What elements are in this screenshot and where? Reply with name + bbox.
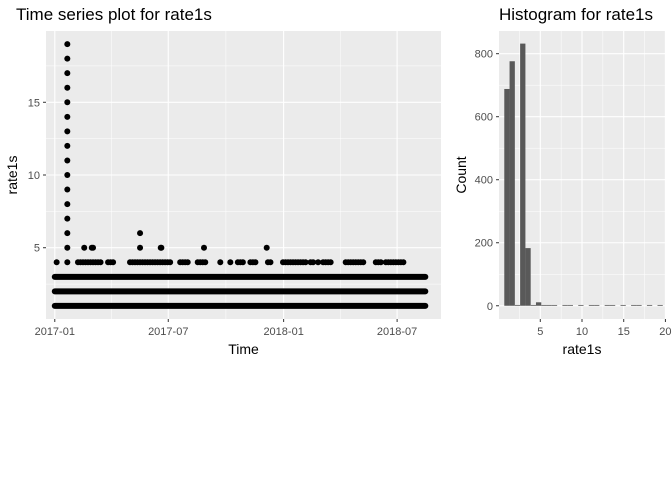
time-series-points <box>53 41 407 266</box>
x-tick-label: 5 <box>537 326 543 338</box>
data-point <box>64 128 71 135</box>
histogram-bar <box>514 304 521 306</box>
data-point <box>202 259 209 266</box>
data-point <box>377 259 384 266</box>
time-series-dense-bands <box>51 273 429 309</box>
histogram-bar <box>636 304 642 306</box>
histogram-bar <box>562 304 568 306</box>
data-point <box>227 259 234 266</box>
histogram-bar <box>588 304 595 306</box>
histogram-bar <box>604 304 610 306</box>
x-tick-label: 2017-07 <box>148 326 188 338</box>
y-tick-label: 600 <box>475 112 493 124</box>
data-point <box>64 84 71 91</box>
data-point <box>263 244 270 251</box>
data-point <box>302 259 309 266</box>
x-tick-label: 10 <box>576 326 588 338</box>
data-point <box>64 157 71 164</box>
time-series-title: Time series plot for rate1s <box>16 5 212 24</box>
histogram-title: Histogram for rate1s <box>499 5 653 24</box>
histogram-bar <box>509 61 515 306</box>
x-tick-label: 2017-01 <box>35 326 75 338</box>
data-point <box>327 259 334 266</box>
data-point <box>64 70 71 77</box>
data-point <box>64 201 71 208</box>
time-series-axes: 5 10 15 2017-01 2017-07 2018-01 2018-07 <box>28 97 418 338</box>
y-tick-label: 5 <box>34 243 40 255</box>
x-tick-label: 20 <box>659 326 671 338</box>
histogram-bar <box>657 304 663 306</box>
data-point <box>110 259 117 266</box>
histogram-bar <box>530 304 536 306</box>
histogram-y-label: Count <box>453 156 469 193</box>
y-tick-label: 800 <box>475 49 493 61</box>
x-tick-label: 15 <box>618 326 630 338</box>
histogram-bar <box>541 304 547 306</box>
data-point <box>310 259 317 266</box>
data-point <box>64 41 71 48</box>
time-series-x-label: Time <box>228 341 259 357</box>
histogram-bar <box>620 304 626 306</box>
data-point <box>137 230 144 237</box>
y-tick-label: 0 <box>487 301 493 313</box>
data-point <box>64 186 71 193</box>
histogram-bar <box>551 304 558 306</box>
histogram-axes: 0 200 400 600 800 5 10 15 20 <box>475 49 672 338</box>
data-point <box>53 259 60 266</box>
data-point <box>184 259 191 266</box>
histogram-bar <box>594 304 600 306</box>
histogram-gridlines <box>499 31 666 319</box>
data-point <box>137 244 144 251</box>
histogram-bar <box>504 88 510 306</box>
data-point <box>64 172 71 178</box>
data-point <box>64 55 71 62</box>
histogram-bar <box>578 304 584 306</box>
data-point <box>97 259 104 266</box>
data-point <box>167 259 174 266</box>
data-point <box>64 215 71 222</box>
time-series-chart: Time series plot for rate1s 5 10 15 2017-01… <box>4 5 441 357</box>
data-point <box>158 244 165 251</box>
data-point <box>64 113 71 120</box>
data-point <box>64 99 71 106</box>
histogram-x-label: rate1s <box>563 341 602 357</box>
data-point <box>400 259 407 266</box>
x-tick-label: 2018-01 <box>263 326 303 338</box>
x-tick-label: 2018-07 <box>377 326 417 338</box>
histogram-bar <box>535 302 542 306</box>
data-point <box>81 244 88 251</box>
data-point <box>315 259 322 266</box>
histogram-bar <box>631 304 637 306</box>
data-point <box>90 244 97 251</box>
time-series-gridlines <box>46 31 441 319</box>
histogram-chart: Histogram for rate1s 0 200 400 600 800 5 10 15 2… <box>453 5 672 357</box>
y-tick-label: 200 <box>475 238 493 250</box>
data-point <box>64 259 71 266</box>
y-tick-label: 400 <box>475 175 493 187</box>
data-point <box>217 259 224 266</box>
histogram-bar <box>646 304 653 306</box>
data-point <box>64 142 71 149</box>
histogram-bars <box>504 43 663 306</box>
histogram-bar <box>609 304 616 306</box>
data-point <box>64 244 71 251</box>
data-point <box>239 259 246 266</box>
y-tick-label: 10 <box>28 170 40 182</box>
y-tick-label: 15 <box>28 97 40 109</box>
data-point <box>64 230 71 237</box>
time-series-y-label: rate1s <box>4 156 20 195</box>
data-point <box>201 244 207 251</box>
data-point <box>360 259 367 266</box>
histogram-bar <box>567 304 573 306</box>
histogram-bar <box>525 248 531 306</box>
data-point <box>252 259 259 266</box>
histogram-bar <box>520 43 526 306</box>
histogram-bar <box>546 304 552 306</box>
data-point <box>267 259 274 266</box>
